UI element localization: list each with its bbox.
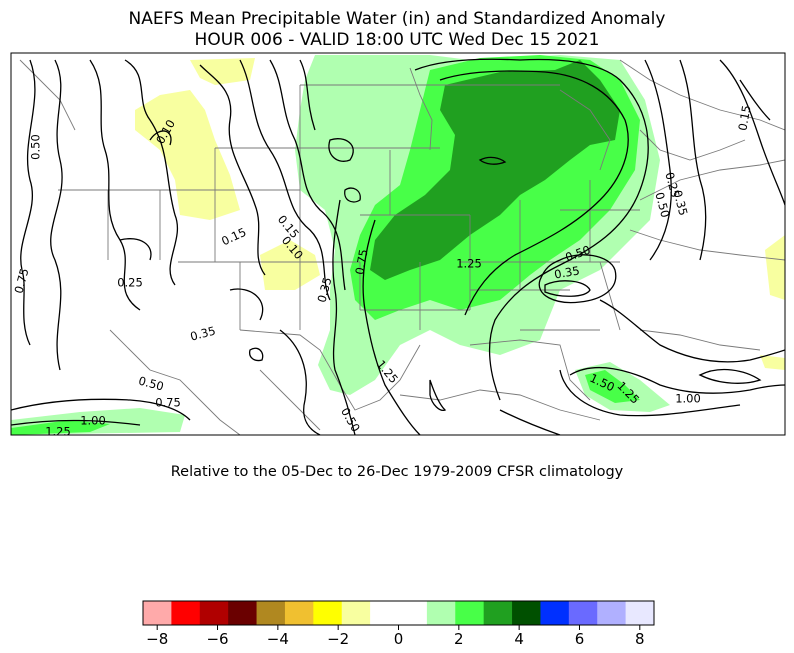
colorbar-swatch	[228, 601, 258, 625]
contour-label: 0.35	[314, 276, 334, 304]
colorbar-swatch	[568, 601, 598, 625]
contour-label: 1.25	[456, 257, 482, 271]
colorbar-swatch	[370, 601, 399, 625]
contour-label: 1.00	[675, 392, 701, 406]
colorbar-tick-label: 0	[394, 630, 404, 648]
colorbar-tick-label: 6	[575, 630, 585, 648]
colorbar-tick-label: −8	[146, 630, 168, 648]
colorbar-tick-label: 2	[454, 630, 464, 648]
colorbar-tick-label: 8	[635, 630, 645, 648]
contour-label: 0.50	[29, 134, 43, 160]
contour-label: 0.75	[11, 267, 31, 295]
colorbar-tick-label: 4	[514, 630, 524, 648]
contour-label: 1.25	[45, 425, 71, 439]
colorbar-swatch	[597, 601, 627, 625]
political-borders	[19, 59, 785, 435]
colorbar-swatch	[171, 601, 201, 625]
colorbar-swatch	[256, 601, 286, 625]
contour-label: 0.25	[662, 171, 682, 199]
colorbar-swatch	[313, 601, 343, 625]
colorbar-swatch	[426, 601, 456, 625]
colorbar-swatch	[540, 601, 570, 625]
colorbar-tick-label: −2	[327, 630, 349, 648]
contour-label: 0.25	[117, 276, 143, 290]
contour-label: 0.35	[189, 323, 217, 343]
contour-label: 0.75	[155, 396, 181, 410]
contour-label: 0.50	[652, 191, 672, 219]
colorbar-swatch	[625, 601, 655, 625]
colorbar-swatch	[284, 601, 314, 625]
climatology-note: Relative to the 05-Dec to 26-Dec 1979-20…	[170, 464, 624, 480]
colorbar-tick-label: −6	[206, 630, 228, 648]
map-title-line1: NAEFS Mean Precipitable Water (in) and S…	[128, 9, 666, 29]
contour-label: 0.50	[137, 373, 165, 393]
pw-contours	[11, 58, 785, 435]
colorbar-swatch	[341, 601, 371, 625]
moist-anomaly-dark	[370, 60, 620, 280]
contour-label: 0.35	[670, 189, 690, 217]
colorbar-swatch	[398, 601, 428, 625]
colorbar-swatch	[199, 601, 229, 625]
colorbar-swatch	[483, 601, 513, 625]
contour-label: 1.00	[80, 414, 106, 428]
colorbar-swatch	[512, 601, 541, 625]
contour-label: 0.15	[735, 104, 753, 132]
dry-anomaly-areas	[135, 58, 785, 370]
contour-label: 0.35	[553, 263, 581, 281]
colorbar-swatch	[455, 601, 485, 625]
map-frame	[10, 52, 786, 436]
colorbar-tick-label: −4	[267, 630, 289, 648]
map-title-line2: HOUR 006 - VALID 18:00 UTC Wed Dec 15 20…	[194, 30, 600, 50]
contour-label: 0.75	[352, 248, 370, 276]
colorbar-swatch	[143, 601, 172, 625]
